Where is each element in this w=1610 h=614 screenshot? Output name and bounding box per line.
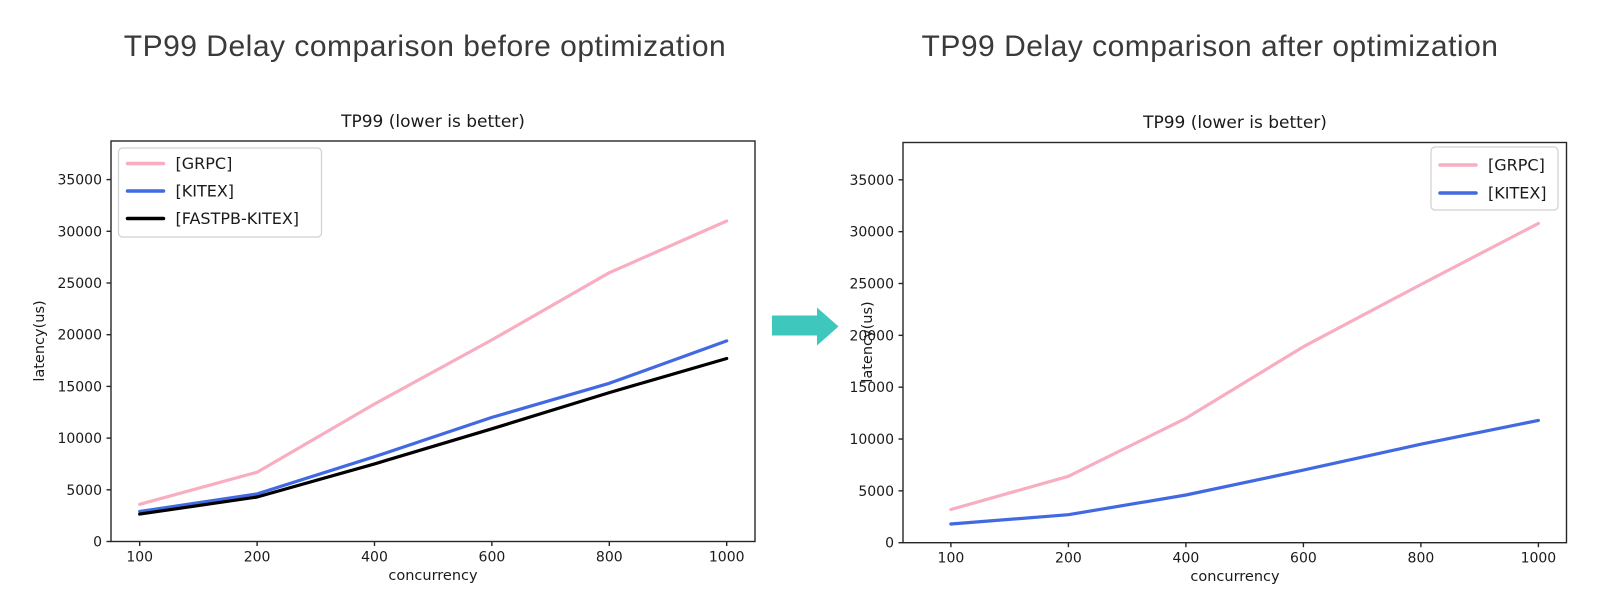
y-tick-label: 15000 bbox=[57, 379, 102, 395]
plot-title: TP99 (lower is better) bbox=[1142, 113, 1327, 133]
y-tick-label: 5000 bbox=[66, 483, 102, 499]
chart-after: 0 5000 10000 15000 20000 25000 30000 35000 100 20… bbox=[849, 113, 1568, 585]
x-tick-label: 400 bbox=[1173, 551, 1200, 567]
x-tick-label: 200 bbox=[1055, 551, 1082, 567]
y-tick-label: 20000 bbox=[57, 328, 102, 344]
series-line-grpc bbox=[138, 219, 729, 506]
x-tick-label: 600 bbox=[1290, 551, 1317, 567]
y-tick-label: 30000 bbox=[57, 224, 102, 240]
legend-label: [FASTPB-KITEX] bbox=[176, 209, 300, 228]
x-tick-label: 100 bbox=[938, 551, 965, 567]
y-tick-label: 10000 bbox=[849, 432, 894, 448]
y-tick-label: 25000 bbox=[849, 277, 894, 293]
y-tick-label: 30000 bbox=[849, 225, 894, 241]
x-tick-label: 200 bbox=[244, 550, 271, 566]
series-line-fastpb-kitex bbox=[138, 356, 729, 516]
legend-label: [KITEX] bbox=[1488, 184, 1547, 203]
x-axis-label: concurrency bbox=[1190, 569, 1280, 585]
legend: [GRPC] [KITEX] bbox=[1430, 146, 1559, 211]
y-tick-label: 10000 bbox=[57, 431, 102, 447]
y-axis-label: latency(us) bbox=[860, 301, 876, 382]
y-tick-label: 0 bbox=[93, 535, 102, 551]
after-optimization-heading: TP99 Delay comparison after optimization bbox=[921, 30, 1499, 63]
legend-box bbox=[117, 147, 323, 238]
legend-label: [GRPC] bbox=[176, 154, 233, 173]
x-tick-label: 1000 bbox=[1521, 551, 1557, 567]
legend-label: [KITEX] bbox=[176, 182, 235, 201]
y-tick-label: 35000 bbox=[57, 173, 102, 189]
y-tick-label: 15000 bbox=[849, 380, 894, 396]
y-tick-label: 35000 bbox=[849, 173, 894, 189]
plot-frame bbox=[902, 141, 1568, 544]
y-tick-label: 25000 bbox=[57, 276, 102, 292]
x-tick-label: 600 bbox=[479, 550, 506, 566]
legend: [GRPC] [KITEX] [FASTPB-KITEX] bbox=[117, 147, 323, 238]
y-axis-label: latency(us) bbox=[32, 300, 48, 381]
x-tick-label: 800 bbox=[1408, 551, 1435, 567]
x-tick-label: 100 bbox=[126, 550, 153, 566]
series-line-kitex bbox=[949, 418, 1541, 526]
plot-frame bbox=[110, 140, 756, 543]
plot-title: TP99 (lower is better) bbox=[340, 112, 525, 132]
x-tick-label: 800 bbox=[596, 550, 623, 566]
before-optimization-heading: TP99 Delay comparison before optimizatio… bbox=[123, 30, 727, 63]
y-tick-label: 0 bbox=[885, 536, 894, 552]
y-tick-label: 5000 bbox=[858, 484, 894, 500]
series-line-grpc bbox=[949, 221, 1541, 512]
x-axis-label: concurrency bbox=[388, 568, 478, 584]
x-tick-label: 400 bbox=[361, 550, 388, 566]
series-line-kitex bbox=[138, 339, 729, 514]
transform-arrow-icon bbox=[772, 307, 839, 346]
chart-before: 0 5000 10000 15000 20000 25000 30000 35000 100 20… bbox=[32, 112, 756, 584]
legend-label: [GRPC] bbox=[1488, 156, 1545, 175]
x-tick-label: 1000 bbox=[709, 550, 745, 566]
y-tick-label: 20000 bbox=[849, 328, 894, 344]
